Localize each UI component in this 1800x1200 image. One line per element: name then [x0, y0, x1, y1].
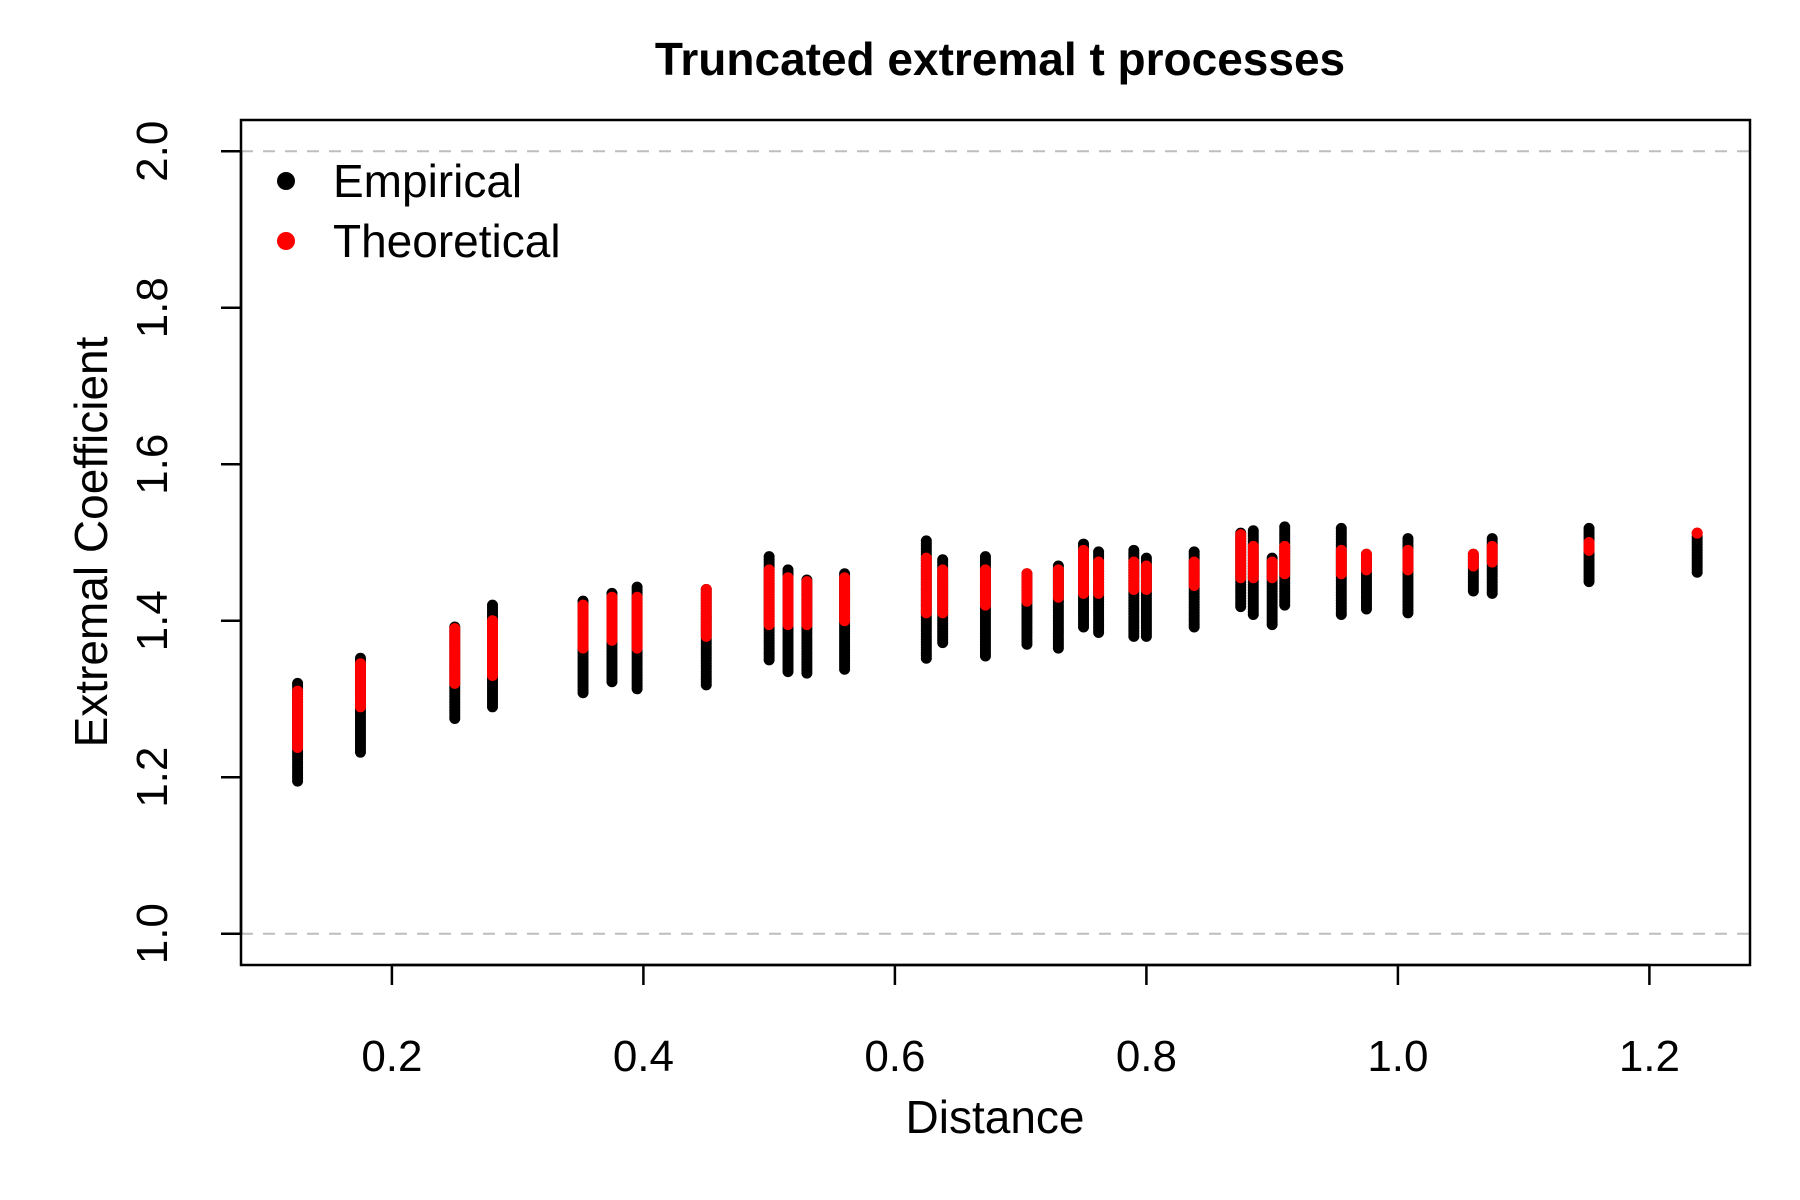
legend-label-theoretical: Theoretical	[333, 215, 561, 267]
y-tick-label-0: 1.0	[128, 903, 177, 964]
theoretical-point	[782, 572, 794, 584]
x-tick-label-0: 0.2	[361, 1032, 422, 1081]
theoretical-point	[1691, 527, 1703, 539]
empirical-point	[920, 535, 932, 547]
legend: Empirical Theoretical	[277, 155, 561, 267]
chart-title: Truncated extremal t processes	[655, 33, 1345, 85]
empirical-point	[979, 551, 991, 563]
theoretical-point	[1247, 540, 1259, 552]
x-tick-label-2: 0.6	[864, 1032, 925, 1081]
y-tick-label-3: 1.6	[128, 434, 177, 495]
theoretical-point	[449, 623, 461, 635]
empirical-point	[1093, 546, 1105, 558]
theoretical-point	[839, 572, 851, 584]
reference-lines	[241, 150, 1750, 935]
empirical-point	[1402, 533, 1414, 545]
empirical-point	[1335, 522, 1347, 534]
theoretical-point	[1052, 564, 1064, 576]
theoretical-point	[354, 658, 366, 670]
x-tick-label-4: 1.0	[1367, 1032, 1428, 1081]
theoretical-point	[801, 576, 813, 588]
theoretical-point	[763, 564, 775, 576]
empirical-point	[763, 551, 775, 563]
y-tick-label-4: 1.8	[128, 277, 177, 338]
series-theoretical	[292, 527, 1703, 753]
theoretical-point	[1128, 556, 1140, 568]
theoretical-point	[1486, 540, 1498, 552]
theoretical-point	[1402, 544, 1414, 556]
theoretical-point	[700, 583, 712, 595]
empirical-point	[487, 599, 498, 611]
empirical-point	[1128, 544, 1140, 556]
y-axis-label: Extremal Coefficient	[65, 336, 117, 747]
theoretical-point	[577, 599, 589, 611]
y-tick-label-1: 1.2	[128, 747, 177, 808]
empirical-point	[292, 677, 304, 689]
theoretical-point	[1078, 544, 1090, 556]
empirical-point	[1486, 533, 1498, 545]
theoretical-point	[1467, 548, 1479, 560]
empirical-point	[1188, 546, 1200, 558]
theoretical-point	[1335, 544, 1347, 556]
theoretical-point	[1235, 529, 1247, 541]
data-points	[292, 521, 1703, 787]
x-tick-label-3: 0.8	[1116, 1032, 1177, 1081]
theoretical-point	[920, 552, 932, 564]
theoretical-point	[979, 564, 991, 576]
theoretical-point	[1140, 560, 1152, 572]
empirical-point	[1583, 522, 1595, 534]
x-axis-label: Distance	[906, 1091, 1085, 1143]
y-tick-label-2: 1.4	[128, 590, 177, 651]
theoretical-point	[606, 591, 618, 603]
theoretical-point	[292, 685, 304, 697]
x-tick-label-1: 0.4	[613, 1032, 674, 1081]
empirical-point	[1140, 552, 1152, 564]
empirical-point	[1247, 525, 1259, 537]
theoretical-point	[1188, 556, 1200, 568]
empirical-point	[1279, 521, 1291, 533]
theoretical-point	[1279, 540, 1291, 552]
theoretical-point	[631, 591, 643, 603]
theoretical-point	[937, 564, 949, 576]
theoretical-point	[1360, 548, 1372, 560]
legend-marker-theoretical	[277, 232, 295, 250]
empirical-point	[782, 564, 794, 576]
theoretical-point	[1583, 537, 1595, 548]
legend-label-empirical: Empirical	[333, 155, 522, 207]
empirical-point	[631, 581, 643, 593]
theoretical-point	[487, 615, 498, 627]
y-axis: 1.0 1.2 1.4 1.6 1.8 2.0	[128, 121, 243, 964]
theoretical-point	[1021, 568, 1033, 580]
x-axis: 0.2 0.4 0.6 0.8 1.0 1.2	[361, 963, 1680, 1081]
legend-marker-empirical	[277, 172, 295, 190]
y-tick-label-5: 2.0	[128, 121, 177, 182]
theoretical-point	[1093, 556, 1105, 568]
empirical-point	[937, 554, 949, 566]
theoretical-point	[1266, 556, 1278, 568]
x-tick-label-5: 1.2	[1619, 1032, 1680, 1081]
